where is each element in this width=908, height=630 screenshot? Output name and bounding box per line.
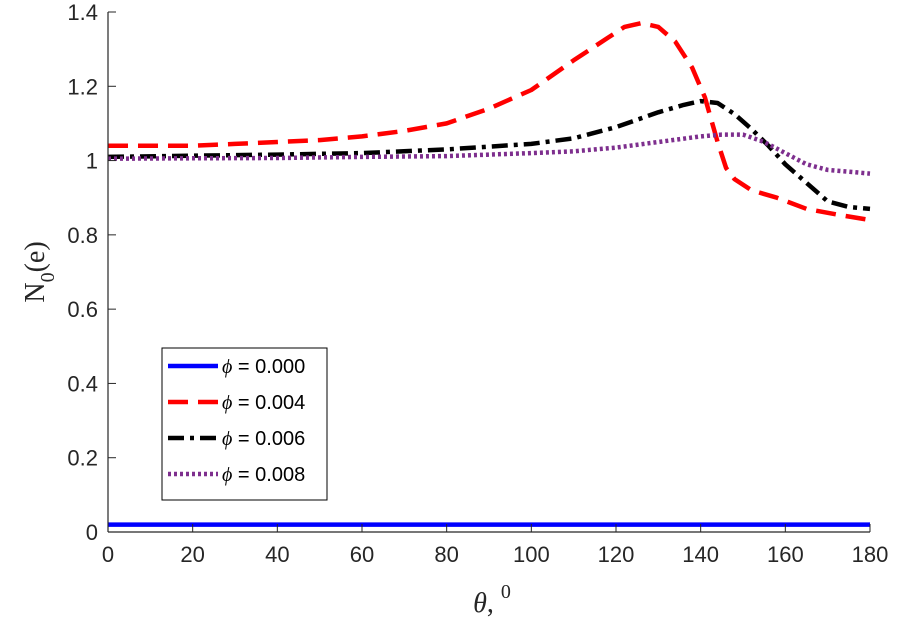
legend-label-value: = 0.004 [232,392,305,414]
legend-label-symbol: ϕ [222,428,232,450]
axes [107,12,870,533]
x-tick-label: 100 [513,542,550,567]
ticks: 0 20 40 60 80 100 120 140 160 180 0 0.2 0.4 0.6 0.8 1 1.… [67,0,888,567]
y-tick-label: 0.2 [67,446,98,471]
x-tick-label: 180 [852,542,889,567]
x-tick-label: 0 [102,542,114,567]
legend-label-value: = 0.006 [232,428,305,450]
x-tick-label: 160 [767,542,804,567]
x-tick-label: 120 [598,542,635,567]
legend-label-2: ϕ = 0.006 [222,428,305,450]
x-axis-title-symbol: θ [473,588,487,619]
legend-label-1: ϕ = 0.004 [222,392,305,414]
legend-label-value: = 0.000 [232,356,305,378]
y-axis-title: N0(e) [20,241,59,302]
y-tick-label: 1.4 [67,0,98,25]
legend-label-0: ϕ = 0.000 [222,356,305,378]
legend-box [161,347,328,501]
y-tick-label: 1.2 [67,74,98,99]
svg-text:θ, 0: θ, 0 [473,581,511,619]
plot-lines [107,20,871,527]
y-axis-title-main: N [20,282,51,302]
y-axis-title-rest: (e) [20,241,51,272]
legend-label-symbol: ϕ [222,392,232,414]
x-axis-title-rest: , [487,588,501,619]
x-axis-title: θ, 0 [473,581,511,619]
x-axis-title-superscript: 0 [501,581,511,603]
y-tick-label: 1 [86,149,98,174]
svg-text:N0(e): N0(e) [20,241,59,302]
y-tick-label: 0.4 [67,371,98,396]
series-line-2 [107,98,871,212]
x-tick-label: 40 [265,542,289,567]
y-tick-label: 0 [86,520,98,545]
legend-label-value: = 0.008 [232,464,305,486]
legend-label-3: ϕ = 0.008 [222,464,305,486]
series-line-1 [108,20,871,223]
y-tick-label: 0.8 [67,223,98,248]
series-line-3 [107,132,871,176]
x-tick-label: 60 [350,542,374,567]
x-tick-label: 20 [180,542,204,567]
x-tick-label: 80 [434,542,458,567]
legend-label-symbol: ϕ [222,356,232,378]
y-tick-label: 0.6 [67,297,98,322]
legend-label-symbol: ϕ [222,464,232,486]
x-tick-label: 140 [682,542,719,567]
y-axis-title-subscript: 0 [37,272,59,282]
